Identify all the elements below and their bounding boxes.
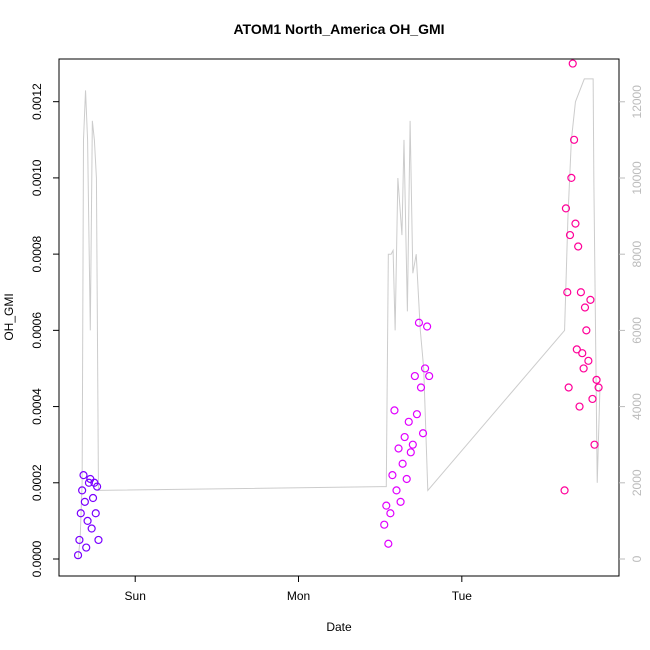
plot-box	[58, 58, 620, 577]
data-point	[416, 383, 426, 392]
data-point	[87, 524, 96, 533]
data-point	[584, 356, 593, 365]
data-point	[94, 535, 103, 545]
data-point	[576, 288, 585, 297]
data-point	[592, 375, 601, 384]
data-point	[88, 493, 98, 503]
data-point	[91, 509, 100, 518]
data-point	[408, 440, 417, 449]
data-point	[84, 478, 94, 487]
data-point	[569, 135, 579, 144]
data-point	[78, 486, 87, 495]
data-point	[80, 497, 89, 506]
y2-tick-label: 12000	[630, 85, 644, 119]
y-tick-label: 0.0012	[30, 83, 44, 120]
data-point	[418, 429, 428, 438]
data-point	[382, 501, 391, 510]
data-point	[404, 417, 413, 426]
chart-title: ATOM1 North_America OH_GMI	[233, 21, 444, 37]
x-tick-label: Sun	[125, 589, 146, 603]
data-point	[75, 535, 84, 545]
data-point	[578, 349, 587, 358]
data-point	[392, 486, 401, 495]
data-point	[580, 303, 590, 312]
data-point	[588, 394, 597, 404]
y-axis-label: OH_GMI	[2, 293, 16, 340]
data-point	[564, 383, 573, 392]
data-point	[414, 318, 424, 327]
data-point	[425, 371, 434, 381]
data-point	[565, 230, 575, 240]
y2-tick-label: 6000	[630, 317, 644, 344]
data-point	[575, 402, 584, 411]
data-point	[398, 459, 407, 468]
y2-tick-label: 4000	[630, 393, 644, 420]
data-point	[572, 345, 581, 354]
data-point	[567, 173, 576, 183]
data-point	[380, 520, 389, 529]
data-point	[83, 516, 92, 525]
data-point	[394, 444, 403, 453]
data-point	[79, 471, 88, 480]
data-point	[400, 432, 409, 442]
data-point	[561, 204, 571, 213]
data-point	[594, 383, 603, 392]
data-point	[568, 59, 577, 68]
y-tick-label: 0.0002	[30, 464, 44, 501]
y-tick-label: 0.0004	[30, 388, 44, 425]
data-point	[574, 242, 583, 251]
data-point	[563, 288, 572, 297]
data-point	[384, 539, 393, 548]
data-point	[93, 482, 102, 491]
altitude-line	[77, 78, 601, 560]
data-point	[390, 406, 399, 415]
data-point	[560, 486, 569, 495]
y2-tick-label: 10000	[630, 161, 644, 195]
data-point	[406, 448, 415, 457]
data-point	[82, 543, 91, 552]
data-point	[402, 474, 411, 484]
x-tick-label: Mon	[287, 589, 310, 603]
y-tick-label: 0.0006	[30, 312, 44, 349]
data-point	[388, 471, 397, 480]
y2-tick-label: 2000	[630, 469, 644, 496]
y-tick-label: 0.0000	[30, 540, 44, 577]
data-point	[396, 497, 405, 506]
data-point	[582, 326, 591, 335]
data-point	[410, 371, 419, 381]
data-point	[73, 551, 83, 560]
data-point	[586, 295, 595, 304]
y2-tick-label: 0	[630, 555, 644, 562]
x-axis-label: Date	[326, 620, 352, 634]
y-tick-label: 0.0010	[30, 159, 44, 196]
data-point	[590, 440, 599, 449]
y-tick-label: 0.0008	[30, 235, 44, 272]
x-tick-label: Tue	[452, 589, 473, 603]
data-point	[579, 364, 588, 373]
data-point	[412, 410, 422, 419]
data-point	[423, 322, 432, 331]
data-point	[571, 219, 580, 228]
data-point	[386, 509, 395, 518]
y2-tick-label: 8000	[630, 241, 644, 268]
data-point	[76, 509, 85, 518]
data-point	[420, 364, 430, 373]
